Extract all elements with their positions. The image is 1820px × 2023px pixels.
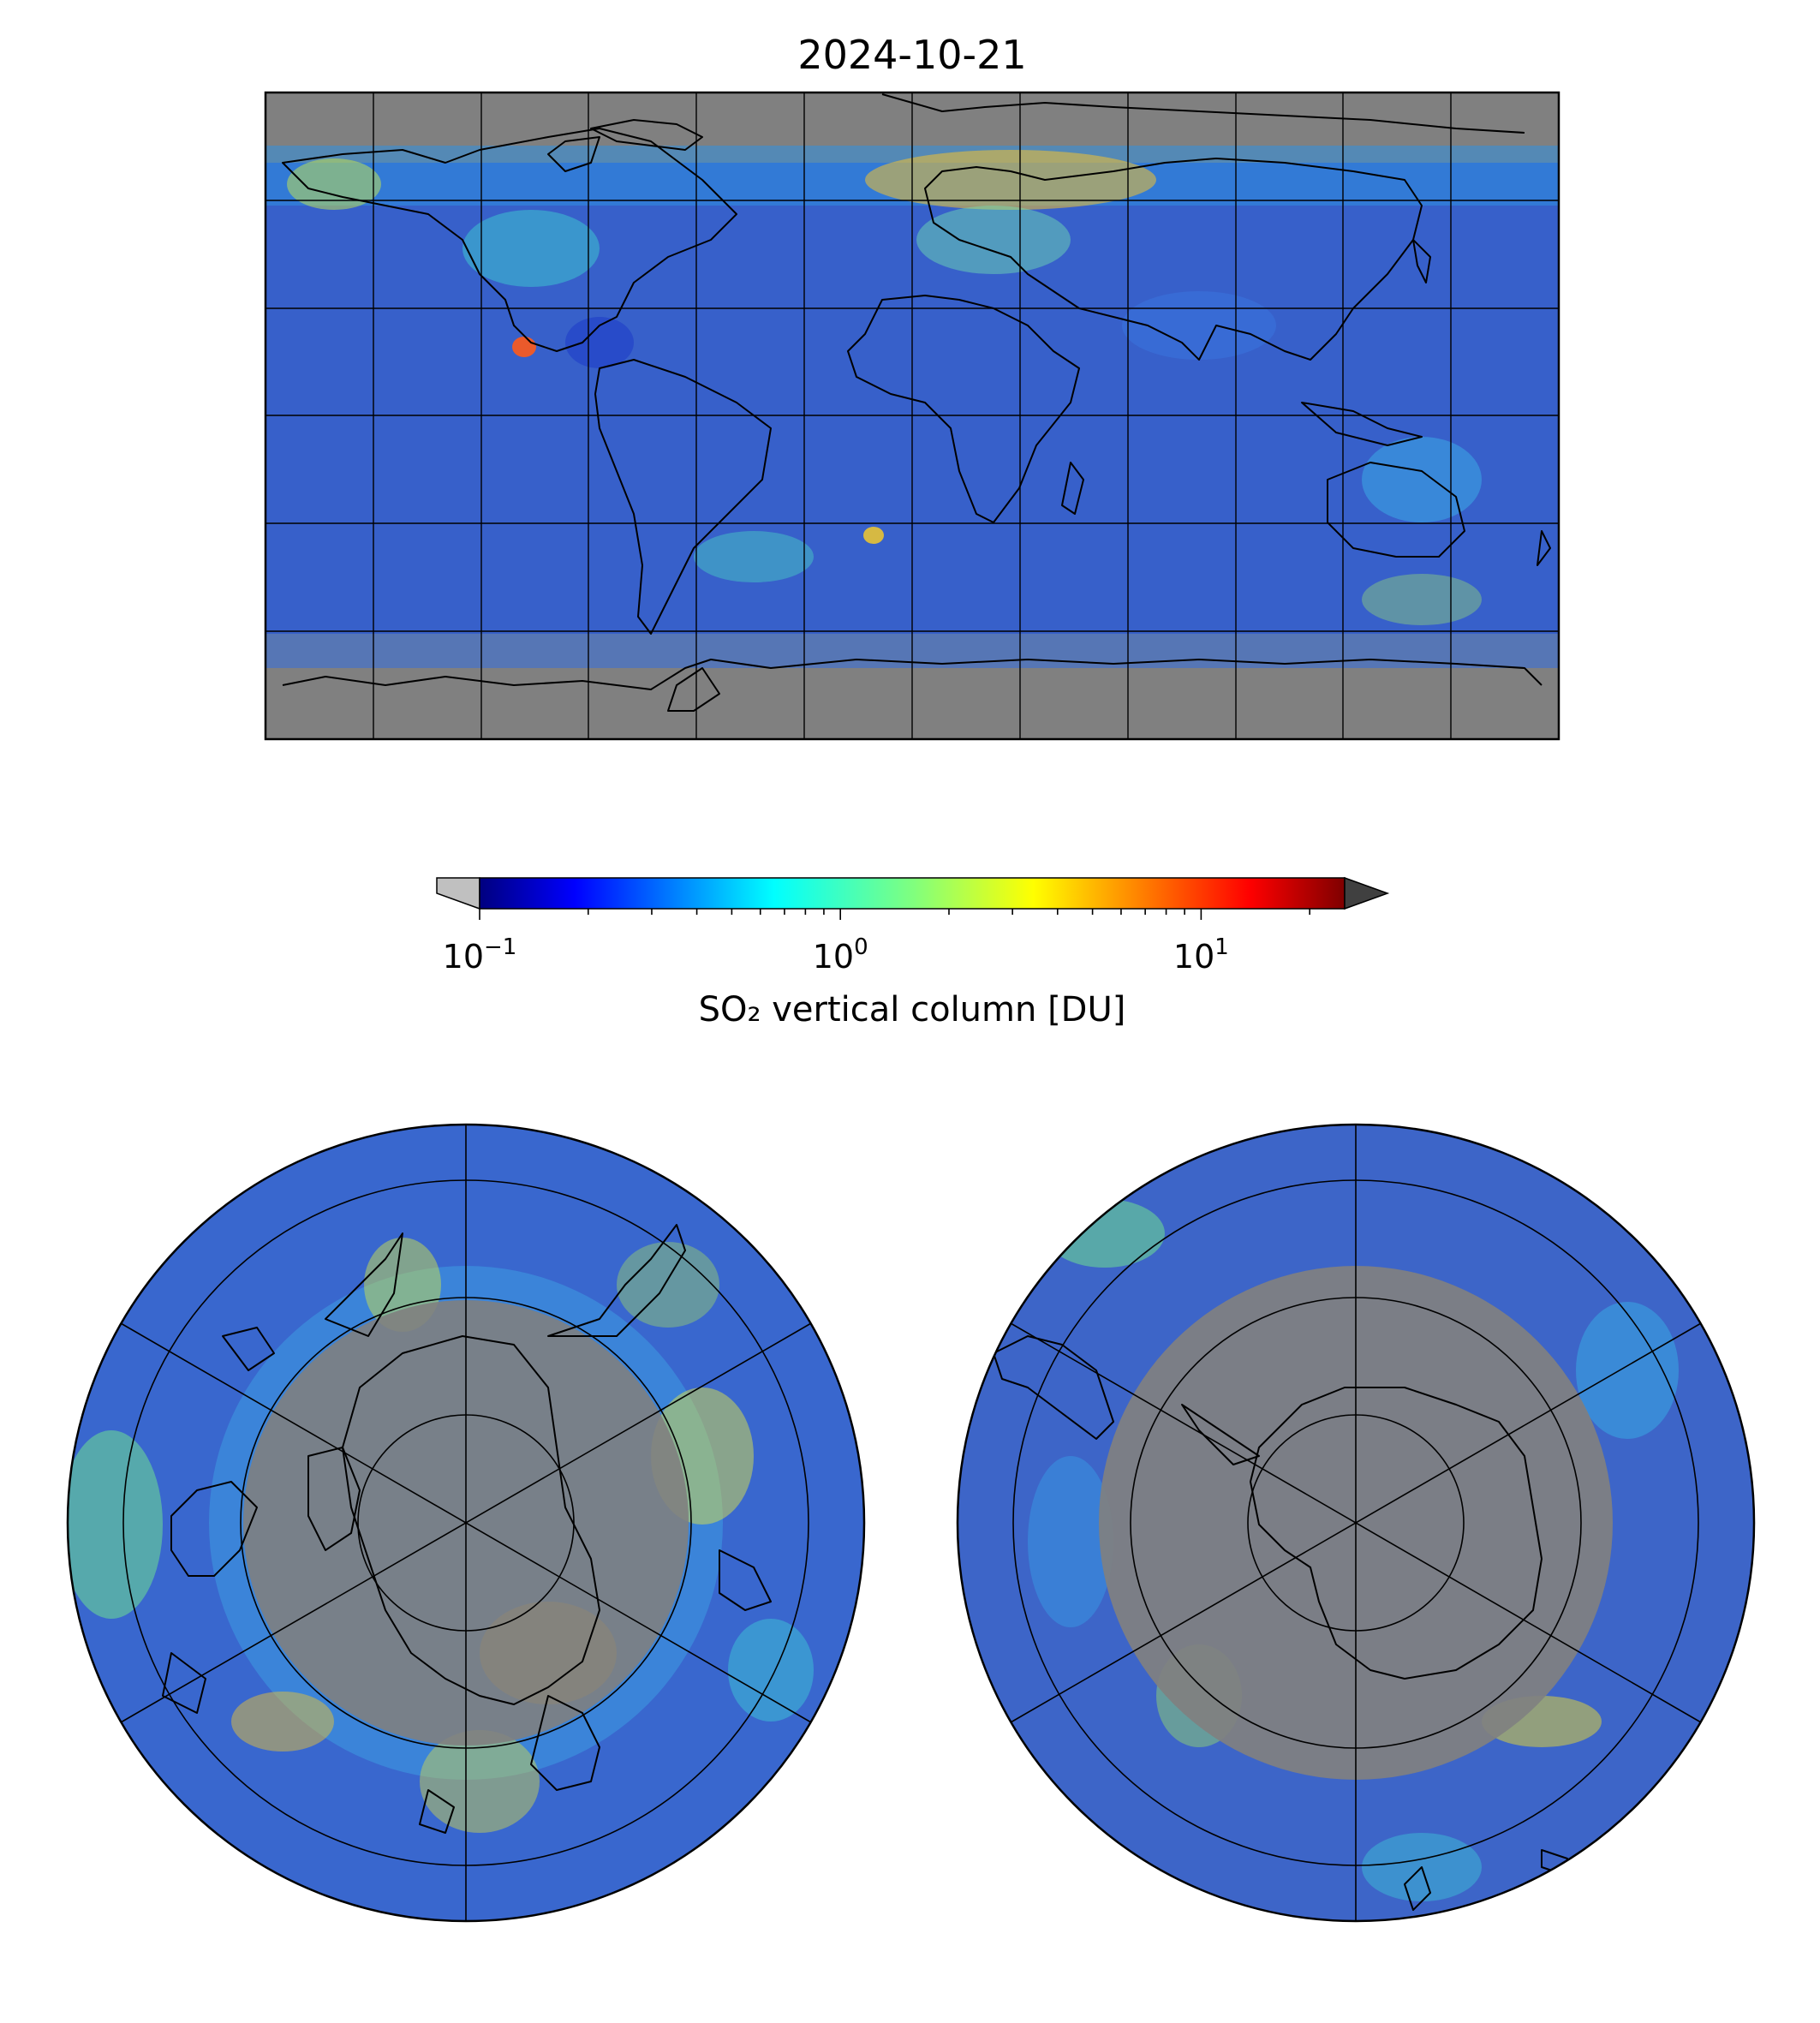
colorbar: 10−1 100 101 SO₂ vertical column [DU]	[436, 876, 1390, 1029]
colorbar-label: SO₂ vertical column [DU]	[699, 990, 1126, 1029]
global-gridlines	[266, 92, 1559, 739]
colorbar-extend-high	[1344, 876, 1390, 910]
colorbar-gradient	[479, 877, 1346, 910]
figure-title: 2024-10-21	[797, 32, 1026, 78]
colorbar-tick-labels: 10−1 100 101	[443, 934, 1229, 976]
colorbar-tick-label: 10−1	[443, 934, 517, 976]
north-gridlines	[120, 1125, 812, 1921]
south-gridlines	[1010, 1125, 1702, 1921]
north-polar-map	[66, 1123, 866, 1923]
colorbar-ticks	[479, 909, 1310, 920]
colorbar-tick-label: 101	[1173, 934, 1229, 976]
global-coastlines	[282, 93, 1551, 712]
south-polar-map	[956, 1123, 1756, 1923]
colorbar-tick-label: 100	[813, 934, 868, 976]
global-map	[264, 91, 1560, 741]
south-coastlines	[993, 1335, 1568, 1911]
north-coastlines	[162, 1224, 772, 1834]
colorbar-extend-low	[436, 877, 480, 910]
